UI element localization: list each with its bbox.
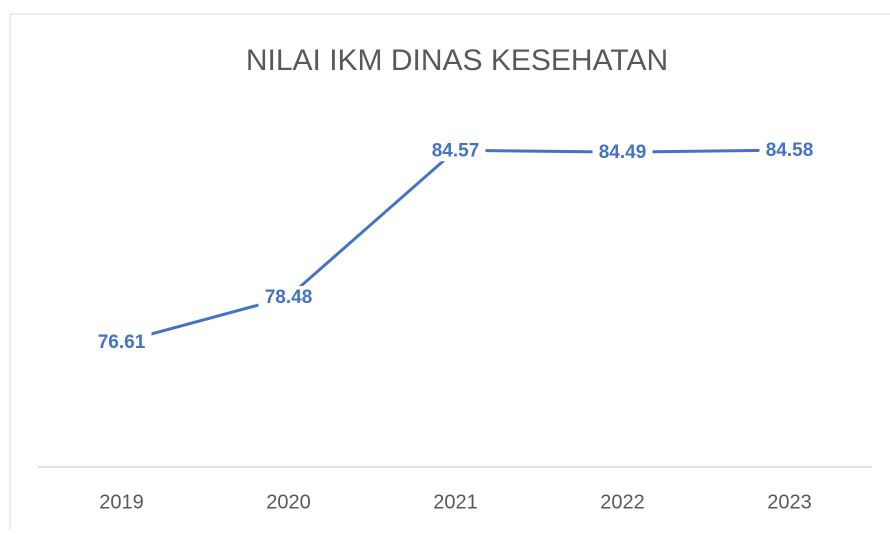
chart-title: NILAI IKM DINAS KESEHATAN [246,44,668,77]
x-tick-label: 2022 [600,491,645,513]
data-label-bg [759,139,820,161]
data-label: 78.48 [265,287,313,308]
x-tick-label: 2021 [433,491,478,513]
data-label: 84.57 [432,140,480,161]
chart-border [9,13,890,535]
data-label-bg [91,331,152,353]
data-label: 84.49 [599,142,647,163]
x-tick-label: 2019 [99,491,144,513]
x-tick-label: 2020 [266,491,311,513]
data-label-bg [258,285,319,308]
data-label-bg [592,141,653,164]
data-label: 76.61 [98,332,146,353]
x-tick-label: 2023 [767,491,812,513]
data-label: 84.58 [766,140,814,161]
data-label-bg [425,139,486,162]
